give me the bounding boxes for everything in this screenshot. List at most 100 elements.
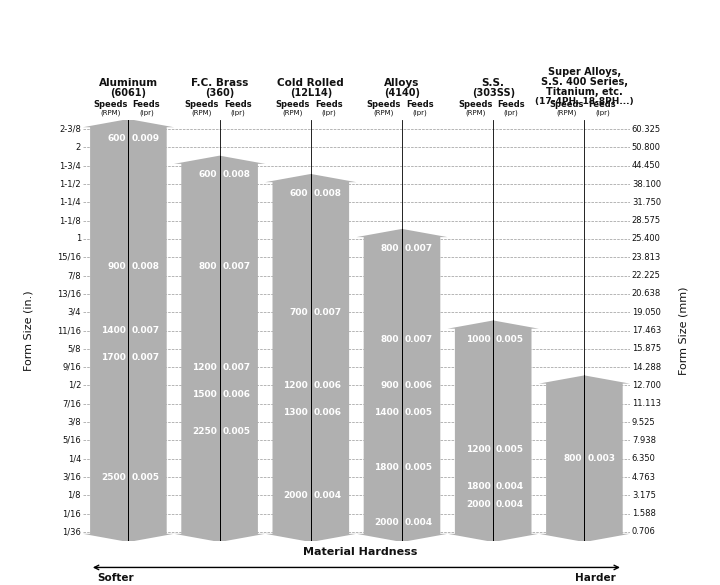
- Text: 2500: 2500: [101, 473, 126, 481]
- Text: 0.004: 0.004: [496, 500, 524, 509]
- Text: Form Size (mm): Form Size (mm): [679, 286, 689, 375]
- Text: 0.007: 0.007: [131, 326, 159, 335]
- Text: 7/16: 7/16: [62, 400, 81, 408]
- Text: 0.706: 0.706: [632, 528, 656, 536]
- Text: Feeds: Feeds: [406, 101, 434, 109]
- Polygon shape: [356, 229, 448, 542]
- Polygon shape: [83, 119, 174, 542]
- Text: 60.325: 60.325: [632, 125, 661, 133]
- Text: 1-1/8: 1-1/8: [59, 216, 81, 225]
- Text: Feeds: Feeds: [315, 101, 343, 109]
- Text: S.S. 400 Series,: S.S. 400 Series,: [541, 77, 628, 87]
- Text: 0.005: 0.005: [496, 335, 524, 344]
- Text: 7.938: 7.938: [632, 436, 656, 445]
- Text: 900: 900: [107, 262, 126, 271]
- Text: 1200: 1200: [283, 381, 308, 390]
- Text: 2000: 2000: [374, 518, 400, 527]
- Text: 3.175: 3.175: [632, 491, 656, 500]
- Text: F.C. Brass: F.C. Brass: [191, 78, 248, 88]
- Text: 0.007: 0.007: [222, 262, 251, 271]
- Text: (RPM): (RPM): [100, 110, 120, 116]
- Text: 2250: 2250: [192, 426, 217, 436]
- Text: 11.113: 11.113: [632, 400, 661, 408]
- Text: 0.006: 0.006: [313, 381, 341, 390]
- Text: 0.005: 0.005: [405, 463, 433, 472]
- Text: 5/16: 5/16: [62, 436, 81, 445]
- Text: Speeds: Speeds: [549, 101, 584, 109]
- Text: 1400: 1400: [374, 408, 400, 418]
- Text: 2000: 2000: [284, 491, 308, 500]
- Text: 800: 800: [381, 243, 400, 253]
- Text: 50.800: 50.800: [632, 143, 661, 152]
- Text: 44.450: 44.450: [632, 161, 661, 170]
- Text: (17-4PH, 18-8PH...): (17-4PH, 18-8PH...): [535, 98, 634, 106]
- Text: 12.700: 12.700: [632, 381, 661, 390]
- Text: 0.004: 0.004: [405, 518, 433, 527]
- Text: 600: 600: [107, 134, 126, 143]
- Text: Harder: Harder: [575, 573, 616, 583]
- Text: Speeds: Speeds: [458, 101, 492, 109]
- Text: 0.007: 0.007: [405, 243, 433, 253]
- Text: Speeds: Speeds: [184, 101, 219, 109]
- Text: 1/16: 1/16: [62, 509, 81, 518]
- Text: 0.004: 0.004: [496, 481, 524, 491]
- Text: 1/4: 1/4: [68, 454, 81, 463]
- Text: 0.006: 0.006: [222, 390, 251, 399]
- Text: Material Hardness: Material Hardness: [303, 547, 417, 557]
- Text: 0.008: 0.008: [222, 170, 251, 180]
- Text: 600: 600: [289, 189, 308, 198]
- Text: (6061): (6061): [110, 88, 146, 98]
- Text: (ipr): (ipr): [595, 110, 610, 116]
- Text: (RPM): (RPM): [374, 110, 394, 116]
- Text: 5/8: 5/8: [68, 345, 81, 353]
- Text: 0.007: 0.007: [131, 353, 159, 363]
- Text: 2: 2: [76, 143, 81, 152]
- Text: 1500: 1500: [192, 390, 217, 399]
- Text: 1200: 1200: [192, 363, 217, 371]
- Text: (4140): (4140): [384, 88, 420, 98]
- Text: 19.050: 19.050: [632, 308, 661, 316]
- Text: 1-1/4: 1-1/4: [59, 198, 81, 207]
- Text: 1-1/2: 1-1/2: [59, 180, 81, 188]
- Text: 15.875: 15.875: [632, 345, 661, 353]
- Text: 0.007: 0.007: [313, 308, 342, 316]
- Polygon shape: [174, 156, 265, 542]
- Text: (ipr): (ipr): [139, 110, 154, 116]
- Text: (RPM): (RPM): [283, 110, 303, 116]
- Text: 14.288: 14.288: [632, 363, 661, 371]
- Text: 3/16: 3/16: [62, 473, 81, 481]
- Text: 31.750: 31.750: [632, 198, 661, 207]
- Text: 0.005: 0.005: [222, 426, 251, 436]
- Text: Cold Rolled: Cold Rolled: [277, 78, 344, 88]
- Text: 2000: 2000: [466, 500, 490, 509]
- Text: 25.400: 25.400: [632, 235, 661, 243]
- Text: (ipr): (ipr): [230, 110, 245, 116]
- Text: 1800: 1800: [374, 463, 400, 472]
- Text: Super Alloys,: Super Alloys,: [548, 67, 621, 77]
- Text: 9.525: 9.525: [632, 418, 655, 426]
- Text: 1: 1: [76, 235, 81, 243]
- Text: 1/8: 1/8: [68, 491, 81, 500]
- Text: 800: 800: [199, 262, 217, 271]
- Polygon shape: [265, 174, 356, 542]
- Text: 11/16: 11/16: [57, 326, 81, 335]
- Text: 0.007: 0.007: [222, 363, 251, 371]
- Text: 800: 800: [381, 335, 400, 344]
- Text: (303SS): (303SS): [472, 88, 515, 98]
- Text: Softer: Softer: [97, 573, 134, 583]
- Text: 1/2: 1/2: [68, 381, 81, 390]
- Text: 1/36: 1/36: [62, 528, 81, 536]
- Text: 1400: 1400: [101, 326, 126, 335]
- Text: 28.575: 28.575: [632, 216, 661, 225]
- Text: 9/16: 9/16: [62, 363, 81, 371]
- Text: Form Size (in.): Form Size (in.): [24, 290, 34, 371]
- Text: 0.008: 0.008: [313, 189, 341, 198]
- Text: 0.009: 0.009: [131, 134, 159, 143]
- Text: 3/8: 3/8: [68, 418, 81, 426]
- Text: (ipr): (ipr): [413, 110, 428, 116]
- Text: 0.006: 0.006: [405, 381, 433, 390]
- Text: 38.100: 38.100: [632, 180, 661, 188]
- Text: 4.763: 4.763: [632, 473, 656, 481]
- Text: 0.003: 0.003: [587, 454, 615, 463]
- Text: 0.004: 0.004: [313, 491, 342, 500]
